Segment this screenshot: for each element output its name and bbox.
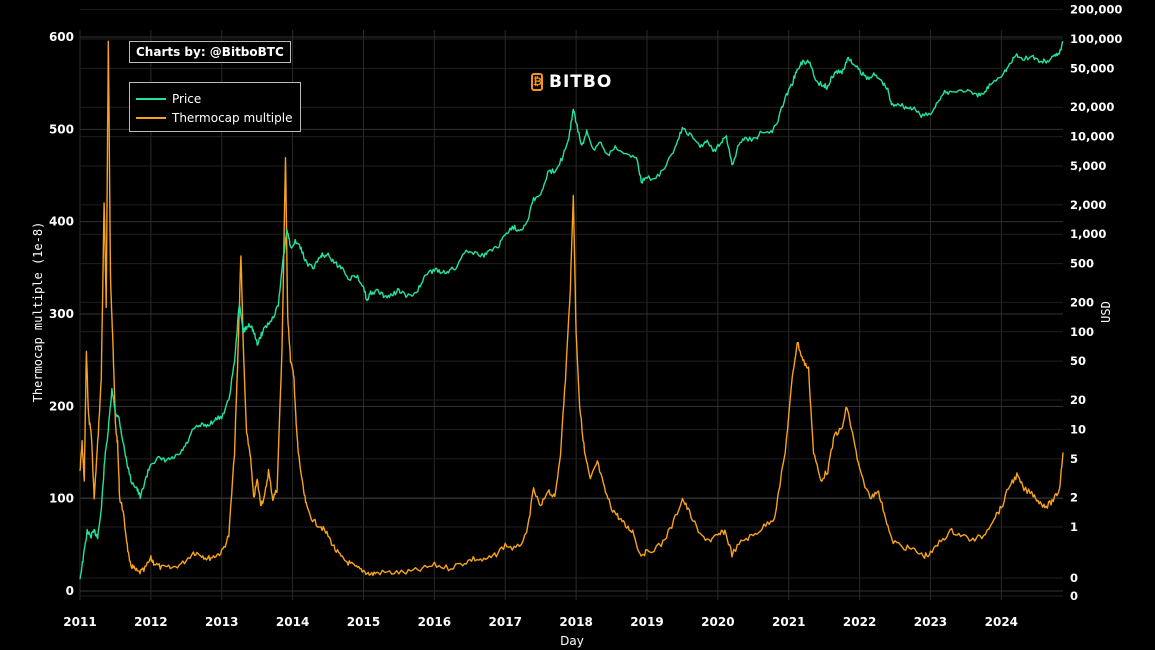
series-thermocap-line (79, 40, 1064, 577)
right-tick-label: 10,000 (1070, 130, 1114, 144)
x-tick-label: 2013 (205, 615, 238, 629)
legend-item-price[interactable]: Price (136, 89, 292, 108)
right-tick-label: 0 (1070, 589, 1078, 603)
grid (79, 9, 1063, 600)
left-tick-label: 200 (49, 399, 74, 413)
x-tick-label: 2014 (276, 615, 309, 629)
legend-label-thermocap: Thermocap multiple (172, 110, 293, 125)
left-axis: 0 100 200 300 400 500 600 (49, 30, 74, 598)
x-tick-label: 2020 (701, 615, 734, 629)
legend-label-price: Price (172, 91, 202, 106)
right-tick-label: 500 (1070, 257, 1094, 271)
x-tick-label: 2019 (630, 615, 663, 629)
x-tick-label: 2017 (489, 615, 522, 629)
legend: Price Thermocap multiple (129, 82, 302, 132)
legend-item-thermocap[interactable]: Thermocap multiple (136, 108, 292, 127)
right-tick-label: 2,000 (1070, 198, 1106, 212)
series-layer (79, 40, 1064, 580)
right-tick-label: 2 (1070, 491, 1078, 505)
right-tick-label: 200 (1070, 295, 1094, 309)
legend-swatch-price (136, 97, 166, 100)
right-tick-label: 10 (1070, 422, 1086, 436)
chart-credit: Charts by: @BitboBTC (129, 41, 291, 63)
left-tick-label: 500 (49, 122, 74, 136)
bitbo-logo: ₿ BITBO (531, 72, 612, 92)
left-tick-label: 100 (49, 492, 74, 506)
logo-text: BITBO (549, 72, 613, 92)
right-tick-label: 1,000 (1070, 227, 1106, 241)
right-tick-label: 100,000 (1070, 32, 1122, 46)
x-tick-label: 2024 (985, 615, 1018, 629)
x-tick-label: 2016 (418, 615, 451, 629)
x-tick-label: 2023 (914, 615, 947, 629)
right-tick-label: 100 (1070, 325, 1094, 339)
right-tick-label: 20 (1070, 393, 1086, 407)
left-tick-label: 300 (49, 307, 74, 321)
bitcoin-logo-icon: ₿ (531, 73, 543, 91)
x-tick-label: 2015 (347, 615, 380, 629)
legend-swatch-thermocap (136, 116, 166, 119)
right-axis: 0 0 1 2 5 10 20 50 100 200 500 1,000 2,000 5,000 10,00… (1070, 3, 1122, 603)
x-tick-label: 2021 (772, 615, 805, 629)
x-axis-title: Day (560, 634, 584, 648)
x-tick-label: 2022 (843, 615, 876, 629)
right-tick-label: 20,000 (1070, 100, 1114, 114)
x-tick-label: 2011 (63, 615, 96, 629)
left-axis-title: Thermocap multiple (1e-8) (31, 222, 45, 403)
right-tick-label: 50 (1070, 354, 1086, 368)
right-tick-label: 5,000 (1070, 159, 1106, 173)
right-axis-title: USD (1099, 301, 1113, 323)
right-tick-label: 1 (1070, 520, 1078, 534)
left-tick-label: 0 (66, 584, 74, 598)
left-tick-label: 600 (49, 30, 74, 44)
x-axis: 2011 2012 2013 2014 2015 2016 2017 2018 2019 2020… (63, 615, 1018, 629)
x-tick-label: 2018 (559, 615, 592, 629)
x-tick-label: 2012 (134, 615, 167, 629)
right-tick-label: 200,000 (1070, 3, 1122, 17)
right-tick-label: 50,000 (1070, 61, 1114, 75)
left-tick-label: 400 (49, 215, 74, 229)
right-tick-label: 5 (1070, 452, 1078, 466)
series-price-line (79, 40, 1064, 580)
right-tick-label: 0 (1070, 571, 1078, 585)
